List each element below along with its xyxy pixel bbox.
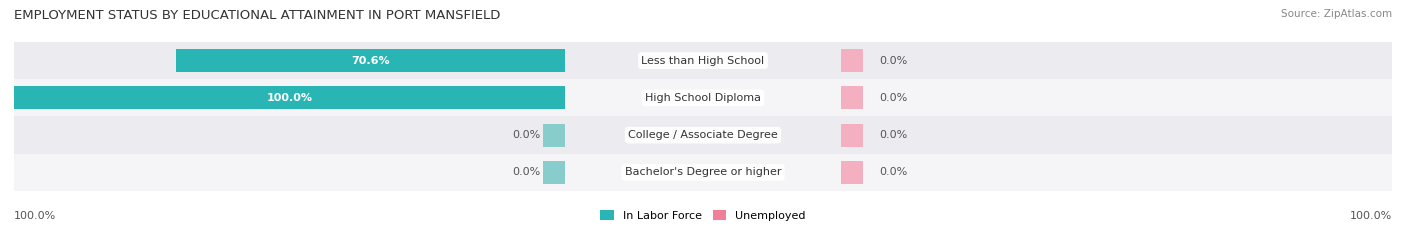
Bar (14, 79, 565, 116)
Bar (841, 154, 1392, 191)
Bar (841, 123, 863, 147)
Text: 70.6%: 70.6% (352, 56, 389, 65)
Bar (14, 154, 565, 191)
Text: 0.0%: 0.0% (879, 93, 908, 103)
Bar (543, 161, 565, 184)
Text: Less than High School: Less than High School (641, 56, 765, 65)
Bar (14, 42, 565, 79)
Text: 0.0%: 0.0% (513, 130, 541, 140)
Text: 100.0%: 100.0% (14, 211, 56, 221)
Bar (565, 79, 841, 116)
Bar (841, 86, 863, 110)
Bar (176, 49, 565, 72)
Text: Source: ZipAtlas.com: Source: ZipAtlas.com (1281, 9, 1392, 19)
Bar (14, 86, 565, 110)
Bar (565, 42, 841, 79)
Legend: In Labor Force, Unemployed: In Labor Force, Unemployed (596, 206, 810, 225)
Bar (565, 154, 841, 191)
Text: Bachelor's Degree or higher: Bachelor's Degree or higher (624, 168, 782, 177)
Text: 100.0%: 100.0% (267, 93, 312, 103)
Bar (841, 42, 1392, 79)
Bar (543, 123, 565, 147)
Text: 0.0%: 0.0% (879, 168, 908, 177)
Bar (841, 49, 863, 72)
Bar (841, 116, 1392, 154)
Text: College / Associate Degree: College / Associate Degree (628, 130, 778, 140)
Text: 0.0%: 0.0% (879, 130, 908, 140)
Text: 100.0%: 100.0% (1350, 211, 1392, 221)
Text: EMPLOYMENT STATUS BY EDUCATIONAL ATTAINMENT IN PORT MANSFIELD: EMPLOYMENT STATUS BY EDUCATIONAL ATTAINM… (14, 9, 501, 22)
Bar (14, 116, 565, 154)
Bar (565, 116, 841, 154)
Text: 0.0%: 0.0% (513, 168, 541, 177)
Bar (841, 79, 1392, 116)
Text: 0.0%: 0.0% (879, 56, 908, 65)
Bar (841, 161, 863, 184)
Text: High School Diploma: High School Diploma (645, 93, 761, 103)
